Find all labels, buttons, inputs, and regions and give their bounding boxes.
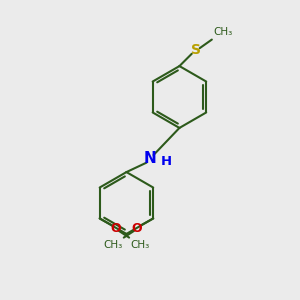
Text: N: N [144, 151, 156, 166]
Text: CH₃: CH₃ [213, 27, 232, 37]
Text: O: O [132, 222, 142, 235]
Text: CH₃: CH₃ [130, 240, 150, 250]
Text: S: S [190, 43, 201, 57]
Text: H: H [161, 155, 172, 168]
Text: CH₃: CH₃ [103, 240, 122, 250]
Text: O: O [111, 222, 121, 235]
